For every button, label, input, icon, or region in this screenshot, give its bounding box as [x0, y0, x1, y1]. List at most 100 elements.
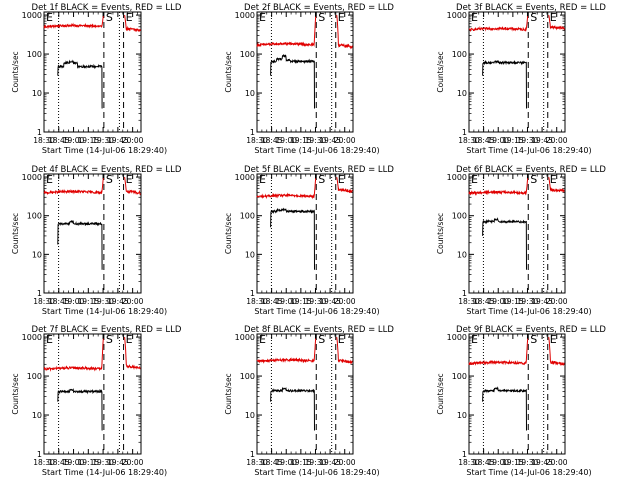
y-tick-label: 10 [457, 411, 467, 420]
y-tick-label: 100 [27, 50, 42, 59]
marker-label-E: E [471, 173, 478, 186]
y-tick-label: 1 [250, 289, 255, 298]
y-tick-label: 1000 [235, 11, 255, 20]
y-tick-label: 10 [457, 250, 467, 259]
x-tick-label: 18:45 [261, 297, 283, 306]
x-tick-label: 19:30 [92, 297, 114, 306]
x-tick-label: 19:45 [107, 136, 129, 145]
x-tick-label: 19:15 [290, 458, 312, 467]
x-tick-label: 20:00 [334, 458, 356, 467]
plot-frame [43, 173, 142, 294]
y-axis-label: Counts/sec [11, 213, 20, 254]
x-tick-label: 19:30 [92, 458, 114, 467]
plot-frame [256, 173, 354, 294]
x-axis-label: Start Time (14-Jul-06 18:29:40) [42, 307, 167, 316]
marker-label-E: E [46, 333, 53, 346]
events-line [57, 388, 103, 431]
y-tick-label: 1000 [22, 11, 42, 20]
x-axis-label: Start Time (14-Jul-06 18:29:40) [42, 468, 167, 477]
x-tick-label: 19:15 [502, 297, 524, 306]
lld-line-pre [468, 16, 529, 33]
y-tick-label: 10 [457, 89, 467, 98]
chart-panel-9: Det 9f BLACK = Events, RED = LLD 1 10 100 10… [436, 325, 606, 477]
marker-label-E: E [259, 173, 266, 186]
chart-title: Det 8f BLACK = Events, RED = LLD [244, 325, 394, 335]
x-tick-label: 20:00 [122, 458, 144, 467]
x-tick-label: 19:30 [305, 136, 327, 145]
x-tick-label: 19:00 [63, 458, 85, 467]
x-tick-label: 19:45 [319, 136, 341, 145]
y-tick-label: 100 [240, 212, 255, 221]
marker-label-E: E [259, 333, 266, 346]
events-line [270, 53, 315, 109]
x-tick-label: 19:45 [107, 297, 129, 306]
x-tick-label: 19:45 [531, 136, 553, 145]
y-tick-label: 100 [240, 50, 255, 59]
x-tick-label: 19:30 [305, 458, 327, 467]
lld-line-post [336, 15, 353, 50]
x-tick-label: 19:45 [531, 297, 553, 306]
y-axis-label: Counts/sec [436, 51, 445, 92]
x-tick-label: 18:30 [458, 458, 480, 467]
chart-title: Det 6f BLACK = Events, RED = LLD [456, 165, 606, 175]
x-tick-label: 19:15 [290, 136, 312, 145]
x-tick-label: 19:30 [92, 136, 114, 145]
x-axis-label: Start Time (14-Jul-06 18:29:40) [42, 146, 167, 155]
chart-title: Det 1f BLACK = Events, RED = LLD [32, 3, 182, 13]
y-axis-label: Counts/sec [436, 373, 445, 414]
x-tick-label: 19:15 [78, 458, 100, 467]
marker-label-E: E [46, 11, 53, 24]
x-axis-label: Start Time (14-Jul-06 18:29:40) [466, 468, 591, 477]
y-axis-label: Counts/sec [11, 51, 20, 92]
marker-label-S: S [106, 173, 113, 186]
y-tick-label: 100 [240, 372, 255, 381]
y-tick-label: 10 [32, 250, 42, 259]
x-tick-label: 18:30 [458, 297, 480, 306]
y-tick-label: 100 [452, 50, 467, 59]
lld-line-post [124, 337, 141, 370]
x-axis-label: Start Time (14-Jul-06 18:29:40) [254, 307, 379, 316]
y-tick-label: 1 [462, 450, 467, 459]
marker-label-S: S [318, 173, 325, 186]
x-axis-label: Start Time (14-Jul-06 18:29:40) [466, 307, 591, 316]
lld-line-post [124, 15, 141, 33]
chart-title: Det 2f BLACK = Events, RED = LLD [244, 3, 394, 13]
marker-label-E: E [126, 333, 133, 346]
y-tick-label: 10 [245, 89, 255, 98]
chart-panel-6: Det 6f BLACK = Events, RED = LLD 1 10 100 10… [436, 165, 606, 316]
marker-label-E: E [338, 333, 345, 346]
y-tick-label: 1000 [22, 173, 42, 182]
plot-frame [468, 173, 566, 294]
marker-label-E: E [46, 173, 53, 186]
y-tick-label: 1 [250, 450, 255, 459]
marker-label-S: S [106, 11, 113, 24]
marker-label-E: E [338, 173, 345, 186]
marker-label-S: S [530, 333, 537, 346]
marker-label-S: S [530, 11, 537, 24]
chart-title: Det 9f BLACK = Events, RED = LLD [456, 325, 606, 335]
lld-line-post [548, 176, 565, 193]
events-line [270, 386, 315, 431]
x-axis-label: Start Time (14-Jul-06 18:29:40) [466, 146, 591, 155]
events-line [270, 207, 315, 270]
x-tick-label: 18:30 [33, 136, 55, 145]
y-tick-label: 1000 [235, 173, 255, 182]
events-line [57, 220, 103, 270]
x-tick-label: 19:00 [275, 458, 297, 467]
marker-label-E: E [550, 11, 557, 24]
y-tick-label: 100 [452, 372, 467, 381]
marker-label-S: S [318, 11, 325, 24]
x-tick-label: 18:45 [48, 297, 70, 306]
chart-title: Det 3f BLACK = Events, RED = LLD [456, 3, 606, 13]
x-tick-label: 19:30 [517, 458, 539, 467]
marker-label-E: E [338, 11, 345, 24]
marker-label-S: S [318, 333, 325, 346]
x-tick-label: 19:15 [78, 136, 100, 145]
x-tick-label: 20:00 [122, 136, 144, 145]
x-tick-label: 18:45 [261, 136, 283, 145]
y-tick-label: 1000 [447, 333, 467, 342]
y-tick-label: 1 [250, 128, 255, 137]
x-tick-label: 18:30 [246, 297, 268, 306]
marker-label-E: E [550, 173, 557, 186]
